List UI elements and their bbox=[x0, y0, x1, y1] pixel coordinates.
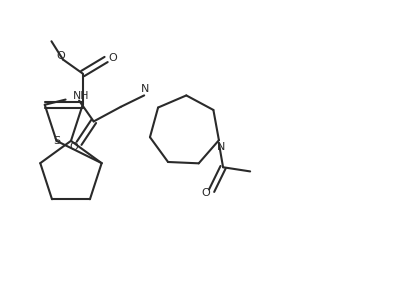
Text: O: O bbox=[69, 142, 78, 152]
Text: N: N bbox=[141, 84, 149, 94]
Text: O: O bbox=[201, 188, 210, 198]
Text: NH: NH bbox=[73, 91, 89, 101]
Text: O: O bbox=[108, 53, 117, 64]
Text: N: N bbox=[217, 142, 226, 152]
Text: O: O bbox=[56, 51, 65, 61]
Text: S: S bbox=[53, 136, 60, 146]
